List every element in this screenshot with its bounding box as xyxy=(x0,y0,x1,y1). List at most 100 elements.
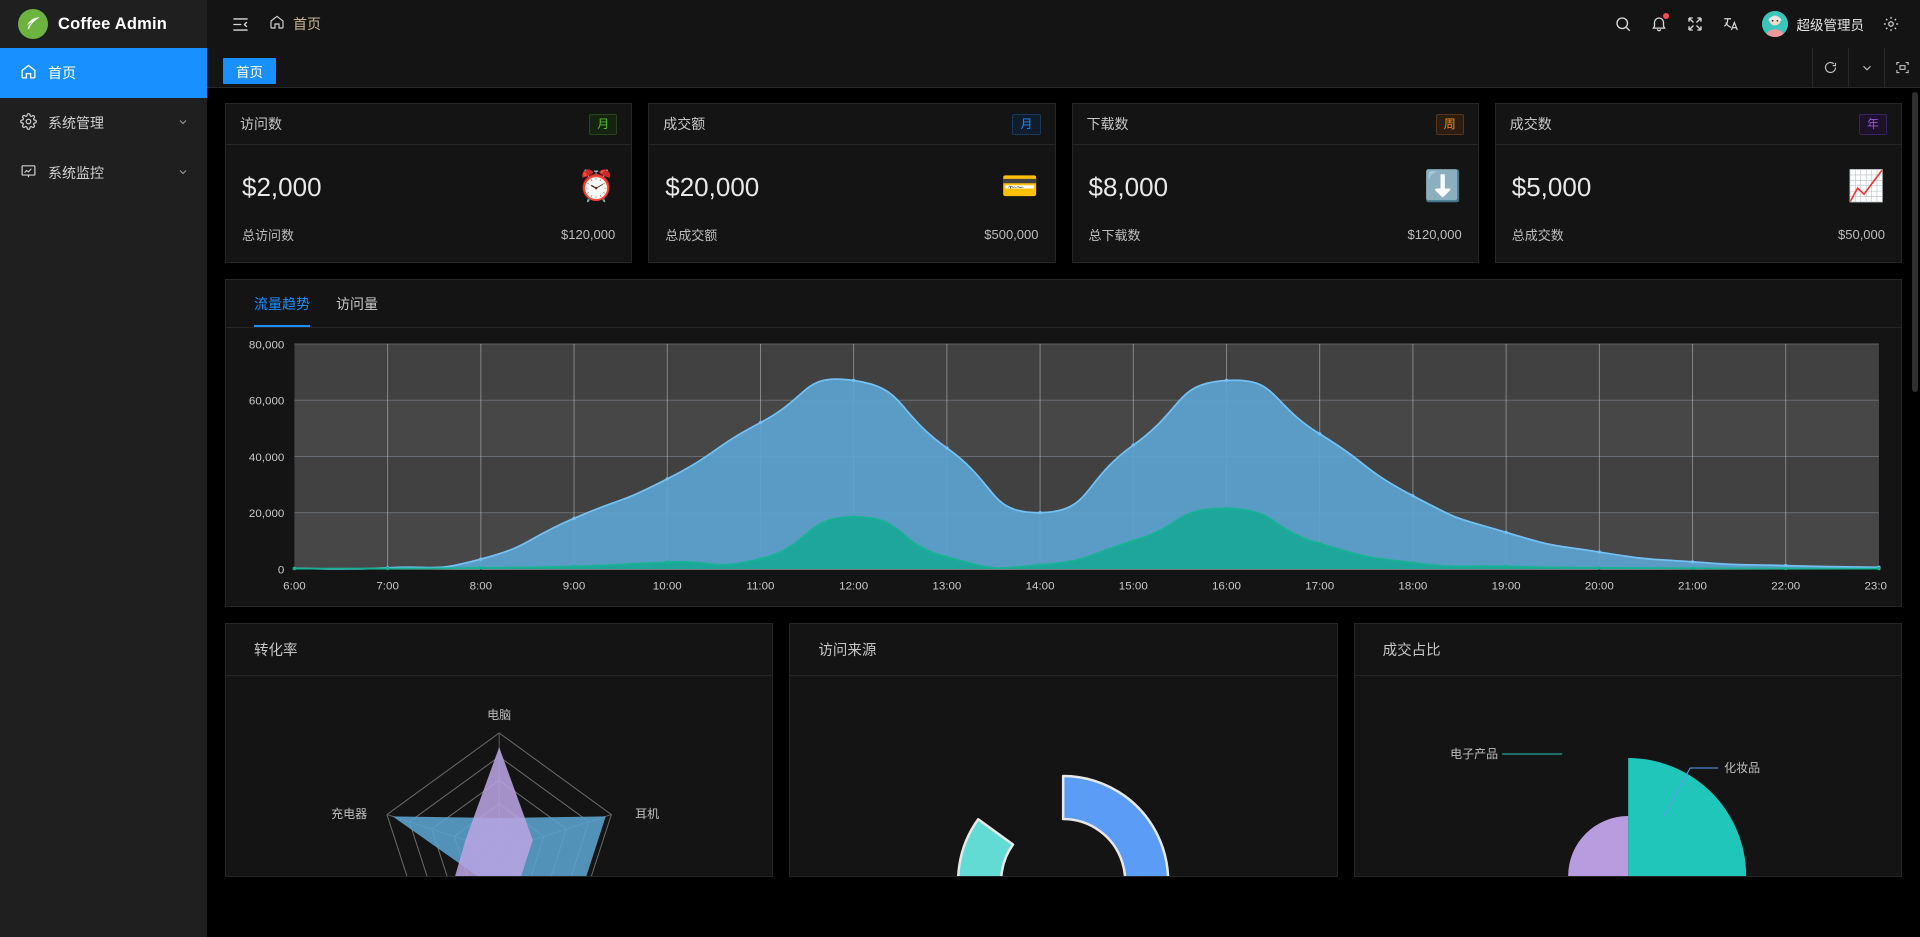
svg-text:40,000: 40,000 xyxy=(249,452,284,464)
gear-icon xyxy=(20,113,37,133)
card-foot-label: 总访问数 xyxy=(242,228,295,243)
svg-text:13:00: 13:00 xyxy=(932,581,961,593)
svg-text:17:00: 17:00 xyxy=(1305,581,1334,593)
svg-text:80,000: 80,000 xyxy=(249,340,284,351)
sidebar-menu: 首页 系统管理 xyxy=(0,48,207,198)
visit-source-chart xyxy=(790,676,1336,876)
card-body: $5,000 📈 总成交数 $50,000 xyxy=(1496,145,1901,262)
deal-share-panel: 成交占比 电子产品 化妆品 xyxy=(1353,623,1902,877)
status-badge: 月 xyxy=(1012,113,1041,135)
svg-text:15:00: 15:00 xyxy=(1119,581,1148,593)
svg-text:0: 0 xyxy=(278,564,284,576)
card-value: $8,000 xyxy=(1088,171,1169,202)
svg-text:10:00: 10:00 xyxy=(653,581,682,593)
card-header: 下载数 周 xyxy=(1072,104,1478,145)
sidebar-item-home[interactable]: 首页 xyxy=(0,48,207,98)
tab-traffic-trend[interactable]: 流量趋势 xyxy=(254,280,310,327)
card-value: $2,000 xyxy=(242,171,322,202)
tab-visits[interactable]: 访问量 xyxy=(336,280,378,327)
monitor-icon xyxy=(20,163,37,183)
gear-icon[interactable] xyxy=(1874,7,1908,41)
user-name: 超级管理员 xyxy=(1796,18,1865,33)
tab-home[interactable]: 首页 xyxy=(223,58,276,84)
chevron-down-icon[interactable] xyxy=(1848,48,1884,87)
card-foot-label: 总成交数 xyxy=(1511,228,1564,243)
card-main: $5,000 📈 xyxy=(1512,161,1885,213)
card-foot-label: 总成交额 xyxy=(665,228,718,243)
bell-icon[interactable] xyxy=(1642,7,1676,41)
stat-card-row: 访问数 月 $2,000 ⏰ 总访问数 $120,000 xyxy=(225,103,1902,263)
card-foot-value: $120,000 xyxy=(1407,227,1462,242)
card-title: 成交数 xyxy=(1509,116,1552,132)
fullscreen-content-icon[interactable] xyxy=(1884,48,1920,87)
card-title: 下载数 xyxy=(1086,116,1129,132)
svg-text:19:00: 19:00 xyxy=(1492,581,1521,593)
card-footer: 总下载数 $120,000 xyxy=(1089,213,1462,262)
topbar-actions: 超级管理员 xyxy=(1606,7,1909,41)
main-column: 首页 xyxy=(207,0,1920,937)
card-footer: 总成交数 $50,000 xyxy=(1512,213,1885,262)
breadcrumb-item[interactable]: 首页 xyxy=(293,16,321,32)
svg-text:20,000: 20,000 xyxy=(249,508,284,520)
avatar xyxy=(1761,11,1788,37)
trend-panel: 流量趋势 访问量 0 20,000 40,000 60,000 80,000 6:00 7:… xyxy=(225,279,1902,607)
breadcrumb: 首页 xyxy=(269,14,321,35)
panel-title: 访问来源 xyxy=(790,624,1337,676)
clock-icon: ⏰ xyxy=(577,170,616,203)
tab-label: 首页 xyxy=(236,65,263,80)
card-title: 成交额 xyxy=(663,116,706,132)
card-body: $2,000 ⏰ 总访问数 $120,000 xyxy=(226,145,631,262)
svg-text:22:00: 22:00 xyxy=(1771,581,1800,593)
brand-logo[interactable]: Coffee Admin xyxy=(0,0,207,48)
sidebar-item-label: 系统监控 xyxy=(48,165,104,181)
sidebar-item-label: 系统管理 xyxy=(48,115,104,131)
bottom-panel-row: 转化率 电脑 耳机 充电器 访问来源 成交占比 电子产品 化妆品 xyxy=(225,623,1902,877)
svg-text:18:00: 18:00 xyxy=(1398,581,1427,593)
stat-card-downloads: 下载数 周 $8,000 ⬇️ 总下载数 $120,000 xyxy=(1071,103,1479,263)
sidebar-item-system-management[interactable]: 系统管理 xyxy=(0,98,207,148)
stat-card-turnover: 成交额 月 $20,000 💳 总成交额 $500,000 xyxy=(648,103,1056,263)
tab-label: 流量趋势 xyxy=(254,295,310,312)
card-foot-label: 总下载数 xyxy=(1088,228,1141,243)
topbar: 首页 xyxy=(207,0,1920,48)
deal-share-chart: 电子产品 化妆品 xyxy=(1355,676,1901,876)
panel-title: 转化率 xyxy=(226,624,773,676)
conversion-rate-panel: 转化率 电脑 耳机 充电器 xyxy=(225,623,774,877)
svg-text:充电器: 充电器 xyxy=(331,806,367,821)
tab-label: 访问量 xyxy=(336,295,378,312)
card-body: $20,000 💳 总成交额 $500,000 xyxy=(649,145,1054,262)
tabstrip: 首页 xyxy=(207,48,1920,88)
card-value: $20,000 xyxy=(665,171,760,202)
card-foot-value: $50,000 xyxy=(1838,227,1885,242)
svg-text:21:00: 21:00 xyxy=(1678,581,1707,593)
translate-icon[interactable] xyxy=(1714,7,1748,41)
user-menu[interactable]: 超级管理员 xyxy=(1750,11,1873,37)
svg-text:化妆品: 化妆品 xyxy=(1724,761,1760,775)
brand-name: Coffee Admin xyxy=(58,14,168,33)
sidebar-item-system-monitor[interactable]: 系统监控 xyxy=(0,148,207,198)
card-foot-value: $120,000 xyxy=(561,227,616,242)
card-value: $5,000 xyxy=(1511,171,1592,202)
home-icon xyxy=(20,63,37,83)
svg-text:12:00: 12:00 xyxy=(839,581,868,593)
svg-text:16:00: 16:00 xyxy=(1212,581,1241,593)
content-scrollbar[interactable] xyxy=(1912,92,1918,392)
card-title: 访问数 xyxy=(240,116,282,132)
leaf-icon xyxy=(18,9,48,39)
credit-card-icon: 💳 xyxy=(1001,170,1039,203)
fullscreen-icon[interactable] xyxy=(1678,7,1712,41)
svg-text:9:00: 9:00 xyxy=(563,581,586,593)
svg-text:14:00: 14:00 xyxy=(1026,581,1055,593)
menu-fold-icon[interactable] xyxy=(223,7,257,41)
stat-card-visits: 访问数 月 $2,000 ⏰ 总访问数 $120,000 xyxy=(225,103,633,263)
card-header: 成交数 年 xyxy=(1495,104,1901,145)
refresh-icon[interactable] xyxy=(1812,48,1848,87)
svg-text:8:00: 8:00 xyxy=(470,581,493,593)
search-icon[interactable] xyxy=(1606,7,1640,41)
status-badge: 月 xyxy=(589,113,618,135)
home-icon xyxy=(269,14,285,35)
status-badge: 年 xyxy=(1858,113,1887,135)
chevron-down-icon xyxy=(177,115,189,131)
card-main: $2,000 ⏰ xyxy=(242,161,615,213)
